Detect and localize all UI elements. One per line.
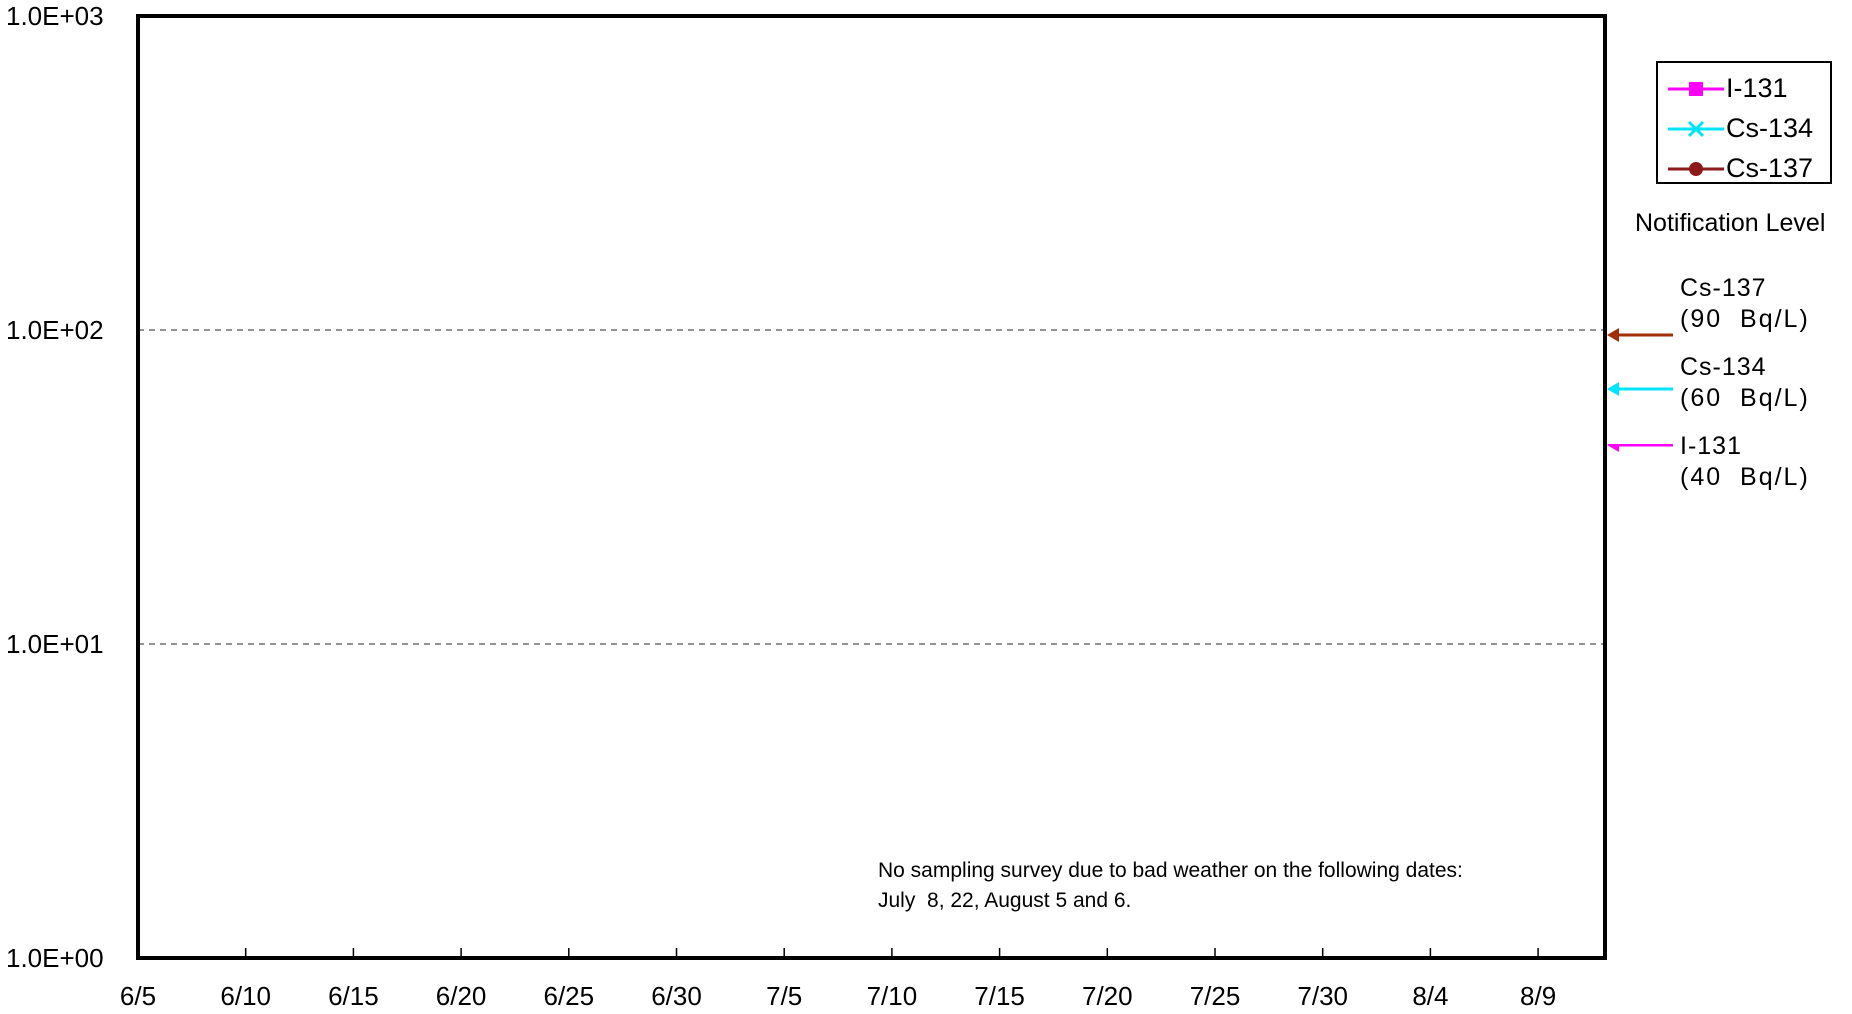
x-tick-label: 6/15 <box>328 981 379 1011</box>
notification-name-i131: I-131 <box>1680 432 1742 460</box>
x-axis: 6/5 6/10 6/15 6/20 6/25 6/30 7/5 7/10 7/15 7/20 7/… <box>120 948 1556 1011</box>
x-tick-label: 6/20 <box>436 981 487 1011</box>
notification-level-title: Notification Level <box>1635 209 1826 237</box>
x-tick-label: 6/5 <box>120 981 156 1011</box>
y-axis: 1.0E+00 1.0E+01 1.0E+02 1.0E+03 <box>6 1 104 973</box>
x-tick-label: 6/30 <box>651 981 702 1011</box>
arrow-left-icon <box>1607 444 1673 452</box>
x-tick-label: 7/30 <box>1297 981 1348 1011</box>
x-tick-label: 6/10 <box>220 981 271 1011</box>
notification-level-cs134: Cs-134 (60 Bq/L) <box>1605 353 1845 445</box>
legend-item-i131: I-131 <box>1658 69 1830 109</box>
x-tick-label: 7/20 <box>1082 981 1133 1011</box>
x-tick-label: 7/5 <box>766 981 802 1011</box>
y-tick-label: 1.0E+03 <box>6 1 104 31</box>
y-tick-label: 1.0E+00 <box>6 943 104 973</box>
circle-marker-icon <box>1668 162 1724 176</box>
plot-area <box>136 14 1607 960</box>
arrow-left-icon <box>1607 382 1673 396</box>
legend-label-i131: I-131 <box>1726 73 1788 103</box>
notification-name-cs134: Cs-134 <box>1680 353 1767 381</box>
x-tick-label: 7/15 <box>974 981 1025 1011</box>
x-tick-label: 7/25 <box>1190 981 1241 1011</box>
x-tick-label: 8/4 <box>1412 981 1448 1011</box>
square-marker-icon <box>1668 82 1724 96</box>
notification-value-i131: (40 Bq/L) <box>1680 463 1810 491</box>
legend-item-cs134: Cs-134 <box>1658 109 1830 149</box>
annotation-line-1: No sampling survey due to bad weather on… <box>878 859 1463 882</box>
annotation-line-2: July 8, 22, August 5 and 6. <box>878 889 1132 912</box>
y-tick-label: 1.0E+01 <box>6 629 104 659</box>
notification-value-cs137: (90 Bq/L) <box>1680 305 1810 333</box>
legend-label-cs137: Cs-137 <box>1726 153 1814 183</box>
legend-item-cs137: Cs-137 <box>1658 149 1830 189</box>
arrow-left-icon <box>1607 328 1673 342</box>
annotation-note: No sampling survey due to bad weather on… <box>878 856 1463 916</box>
notification-level-cs137: Cs-137 (90 Bq/L) <box>1605 274 1845 366</box>
x-tick-label: 7/10 <box>867 981 918 1011</box>
legend: I-131 Cs-134 Cs-137 <box>1656 61 1832 184</box>
legend-label-cs134: Cs-134 <box>1726 113 1814 143</box>
grid-lines <box>138 329 1605 645</box>
y-tick-label: 1.0E+02 <box>6 315 104 345</box>
notification-level-i131: I-131 (40 Bq/L) <box>1605 432 1845 524</box>
notification-value-cs134: (60 Bq/L) <box>1680 384 1810 412</box>
x-tick-label: 8/9 <box>1520 981 1556 1011</box>
x-tick-label: 6/25 <box>543 981 594 1011</box>
x-marker-icon <box>1668 120 1724 138</box>
notification-name-cs137: Cs-137 <box>1680 274 1767 302</box>
